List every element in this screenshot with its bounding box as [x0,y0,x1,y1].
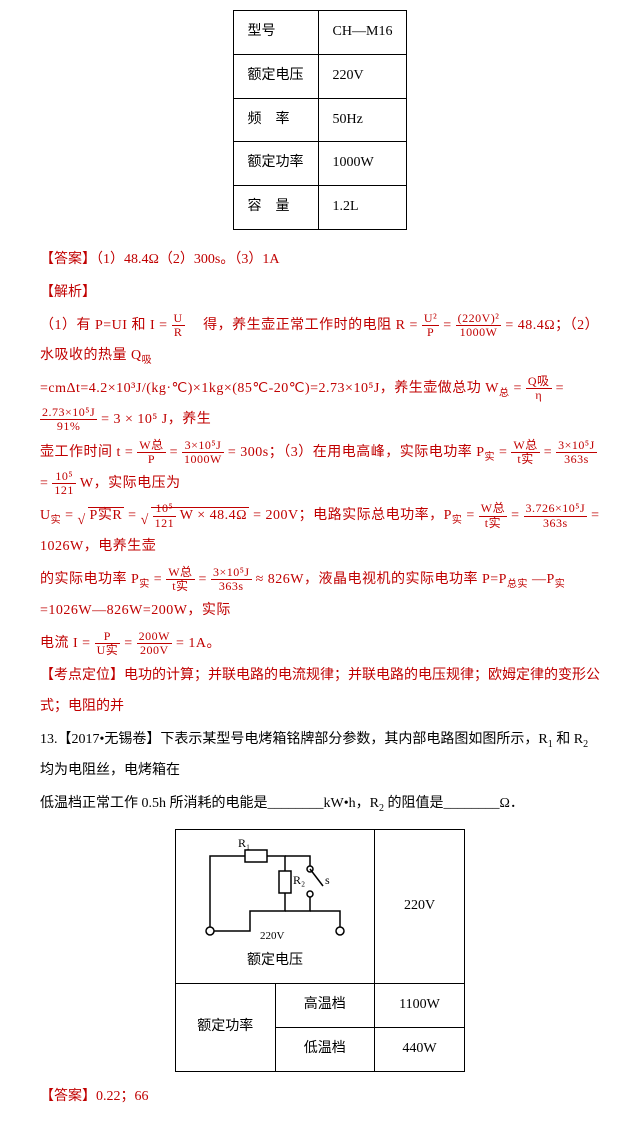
spec-v4: 1.2L [318,186,407,230]
t2-lo-val: 440W [375,1027,465,1071]
answer-line: 【答案】（1）48.4Ω（2）300s。（3）1A [40,245,600,276]
s-label: s [325,873,330,887]
answer2-line: 【答案】0.22；66 [40,1082,600,1113]
spec-v2: 50Hz [318,98,407,142]
t2-hi-val: 1100W [375,984,465,1028]
circuit-cell: R₁ R₂ s 220V 额定电压 [176,830,375,984]
q13-line2: 低温档正常工作 0.5h 所消耗的电能是________kW•h，R2 的阻值是… [40,789,600,820]
kaodian-line: 【考点定位】电功的计算；并联电路的电流规律；并联电路的电压规律；欧姆定律的变形公… [40,661,600,723]
analysis-p5: 的实际电功率 P实 = W总t实 = 3×10⁵J363s ≈ 826W，液晶电… [40,565,600,627]
spec-k4: 容 量 [233,186,318,230]
t2-power-label: 额定功率 [176,984,276,1072]
circuit-caption: 额定电压 [190,946,360,977]
v-label: 220V [260,930,285,942]
spec-v3: 1000W [318,142,407,186]
r2-label: R₂ [293,873,305,887]
spec-v0: CH—M16 [318,11,407,55]
q13-line1: 13.【2017•无锡卷】下表示某型号电烤箱铭牌部分参数，其内部电路图如图所示，… [40,725,600,787]
circuit-diagram: R₁ R₂ s 220V [190,836,360,946]
spec-k0: 型号 [233,11,318,55]
circuit-table: R₁ R₂ s 220V 额定电压 220V 额定功率 高温档 1100W 低温… [175,829,465,1071]
r1-label: R₁ [238,836,250,850]
analysis-p4: U实 = P实R = 10⁵121 W × 48.4Ω = 200V；电路实际总… [40,501,600,563]
analysis-p2: =cmΔt=4.2×10³J/(kg·℃)×1kg×(85℃-20℃)=2.73… [40,374,600,436]
spec-table: 型号CH—M16 额定电压220V 频 率50Hz 额定功率1000W 容 量1… [233,10,408,230]
analysis-p3: 壶工作时间 t = W总P = 3×10⁵J1000W = 300s；（3）在用… [40,438,600,500]
analysis-p6: 电流 I = PU实 = 200W200V = 1A。 [40,629,600,660]
spec-k2: 频 率 [233,98,318,142]
spec-v1: 220V [318,54,407,98]
t2-hi-label: 高温档 [275,984,375,1028]
spec-k1: 额定电压 [233,54,318,98]
analysis-label: 【解析】 [40,278,600,309]
analysis-p1: （1）有 P=UI 和 I = UR 得，养生壶正常工作时的电阻 R = U²P… [40,311,600,373]
t2-lo-label: 低温档 [275,1027,375,1071]
spec-k3: 额定功率 [233,142,318,186]
t2-v220: 220V [375,830,465,984]
